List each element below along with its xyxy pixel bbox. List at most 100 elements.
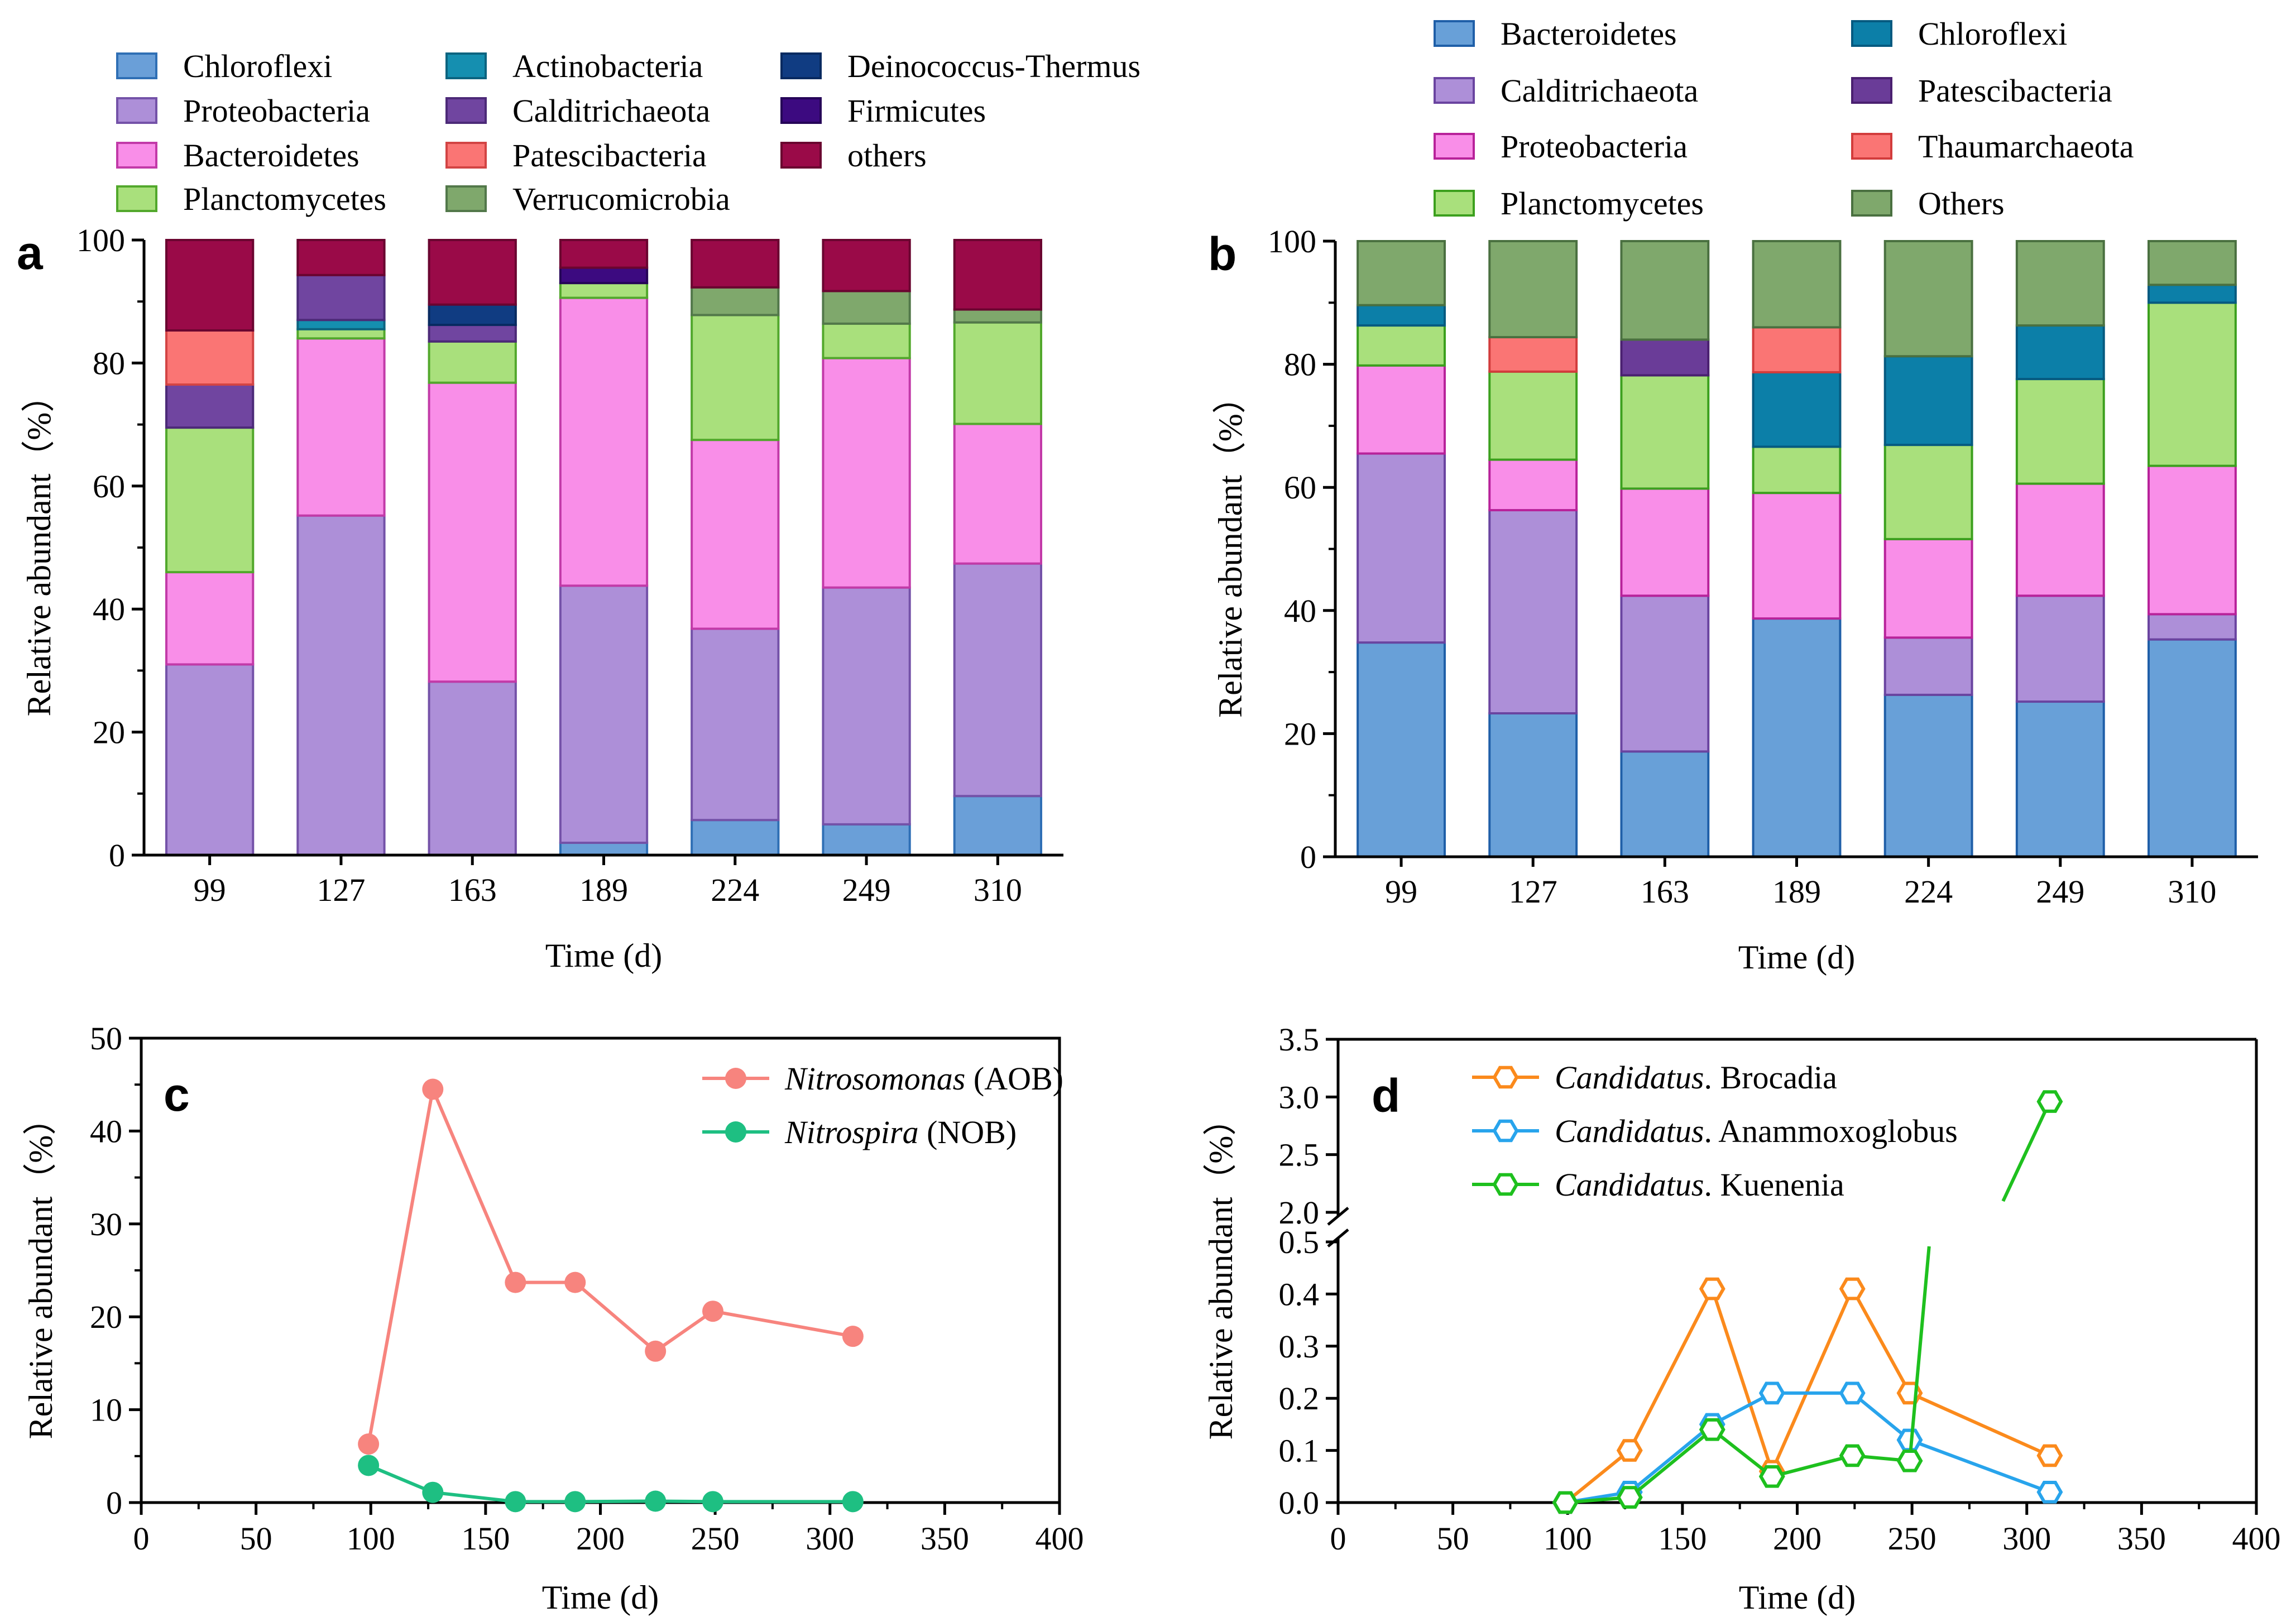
- data-point-c-0-5: [702, 1301, 724, 1322]
- x-tick-label-c-3: 150: [461, 1520, 510, 1557]
- legend-swatch-b-1: [1434, 77, 1475, 104]
- x-tick-label-d-2: 100: [1544, 1520, 1592, 1557]
- legend-label-a-10: others: [847, 137, 927, 174]
- y-tick-label-c-0: 0: [106, 1485, 122, 1521]
- data-point-d-1-3: [1758, 1381, 1785, 1405]
- panel-label-d: d: [1372, 1069, 1400, 1122]
- y-tick-label-c-1: 10: [90, 1392, 122, 1428]
- legend-label-d-1: Candidatus. Anammoxoglobus: [1555, 1113, 1958, 1149]
- x-tick-label-a-163: 163: [448, 872, 497, 908]
- y-tick-label-a-2: 40: [93, 591, 125, 627]
- legend-swatch-b-6: [1851, 133, 1892, 160]
- legend-suffix-d-0: . Brocadia: [1704, 1059, 1837, 1096]
- legend-swatch-b-0: [1434, 20, 1475, 47]
- bar-segment-a-310-3: [953, 321, 1043, 425]
- bar-segment-a-310-10: [953, 239, 1043, 311]
- bar-segment-b-224-3: [1883, 444, 1973, 540]
- legend-label-a-6: Patescibacteria: [512, 137, 707, 174]
- y-tick-label-lower-d-3: 0.3: [1279, 1328, 1320, 1365]
- x-tick-label-b-99: 99: [1385, 874, 1417, 910]
- legend-label-b-0: Bacteroidetes: [1501, 16, 1677, 52]
- legend-genus-d-0: Candidatus: [1555, 1059, 1704, 1096]
- bar-segment-a-189-2: [559, 296, 649, 587]
- bar-segment-b-127-1: [1488, 509, 1578, 715]
- axis-break-mark-upper-d: [1327, 1207, 1349, 1226]
- bar-segment-b-310-2: [2148, 464, 2237, 616]
- legend-swatch-b-5: [1851, 77, 1892, 104]
- y-axis-title-c: Relative abundant（%）: [22, 1102, 59, 1439]
- legend-swatch-a-4: [445, 52, 487, 79]
- y-tick-label-lower-d-5: 0.5: [1279, 1224, 1320, 1260]
- series-segment-d-2-5: [1908, 1246, 1931, 1461]
- bar-segment-a-163-10: [428, 239, 517, 306]
- bar-segment-b-99-3: [1356, 324, 1446, 367]
- series-segment-d-0-0: [1564, 1449, 1631, 1504]
- legend-label-a-7: Verrucomicrobia: [512, 181, 730, 217]
- bar-segment-b-163-7: [1620, 240, 1710, 341]
- legend-swatch-a-5: [445, 97, 487, 124]
- bar-segment-b-224-0: [1883, 693, 1973, 858]
- legend-label-a-2: Bacteroidetes: [183, 137, 360, 174]
- legend-label-c-1: Nitrospira (NOB): [784, 1114, 1017, 1150]
- legend-swatch-a-8: [780, 52, 822, 79]
- x-tick-label-d-8: 400: [2232, 1520, 2281, 1557]
- y-tick-label-a-4: 80: [93, 345, 125, 381]
- y-axis-title-d: Relative abundant（%）: [1202, 1102, 1239, 1440]
- y-tick-label-c-3: 30: [90, 1206, 122, 1242]
- bar-segment-b-127-7: [1488, 240, 1578, 339]
- series-segment-d-0-4: [1851, 1288, 1911, 1394]
- x-tick-label-c-4: 200: [576, 1520, 625, 1557]
- plot-frame-c: [140, 1036, 1061, 1504]
- bar-segment-a-99-10: [165, 239, 255, 332]
- x-tick-label-a-99: 99: [194, 872, 226, 908]
- legend-swatch-a-0: [116, 52, 157, 79]
- x-tick-label-c-0: 0: [133, 1520, 150, 1557]
- legend-marker-c-0: [725, 1068, 746, 1089]
- bar-segment-a-99-3: [165, 426, 255, 574]
- x-tick-label-b-310: 310: [2168, 874, 2216, 910]
- bar-segment-b-163-0: [1620, 750, 1710, 858]
- bar-segment-b-99-4: [1356, 304, 1446, 327]
- legend-label-b-7: Others: [1918, 185, 2005, 222]
- legend-swatch-a-2: [116, 142, 157, 169]
- series-segment-d-1-1: [1628, 1423, 1714, 1494]
- x-tick-label-a-127: 127: [317, 872, 365, 908]
- y-tick-label-c-4: 40: [90, 1113, 122, 1149]
- legend-label-b-3: Planctomycetes: [1501, 185, 1704, 222]
- bar-segment-b-163-3: [1620, 374, 1710, 490]
- bar-segment-a-310-7: [953, 308, 1043, 324]
- data-point-c-0-0: [358, 1433, 380, 1455]
- y-tick-label-lower-d-0: 0.0: [1279, 1485, 1320, 1521]
- axis-break-mark-lower-d: [1327, 1229, 1349, 1247]
- data-point-c-1-5: [702, 1491, 724, 1513]
- bar-segment-b-310-3: [2148, 301, 2237, 467]
- x-tick-label-c-6: 300: [806, 1520, 854, 1557]
- legend-label-b-5: Patescibacteria: [1918, 73, 2112, 109]
- bar-segment-a-127-10: [296, 239, 386, 276]
- legend-swatch-a-10: [780, 142, 822, 169]
- series-segment-d-2-3: [1771, 1454, 1853, 1479]
- series-segment-d-0-5: [1909, 1391, 2051, 1457]
- x-tick-label-d-3: 150: [1658, 1520, 1707, 1557]
- bar-segment-a-99-1: [165, 663, 255, 856]
- x-tick-label-d-7: 350: [2117, 1520, 2166, 1557]
- legend-genus-d-1: Candidatus: [1555, 1113, 1704, 1149]
- y-tick-label-upper-d-0: 2.0: [1279, 1194, 1320, 1231]
- bar-segment-b-249-4: [2015, 324, 2105, 381]
- data-point-c-1-0: [358, 1455, 380, 1476]
- legend-marker-d-1: [1492, 1119, 1519, 1143]
- data-point-d-2-5: [1896, 1450, 1923, 1472]
- bar-segment-a-189-3: [559, 282, 649, 299]
- y-tick-label-lower-d-1: 0.1: [1279, 1433, 1320, 1469]
- bar-segment-b-310-7: [2148, 240, 2237, 286]
- y-tick-label-b-0: 0: [1300, 839, 1316, 875]
- series-segment-d-0-3: [1770, 1288, 1854, 1472]
- bar-segment-b-249-2: [2015, 482, 2105, 597]
- legend-label-d-0: Candidatus. Brocadia: [1555, 1059, 1837, 1096]
- data-point-c-0-6: [842, 1326, 864, 1347]
- x-tick-label-c-8: 400: [1036, 1520, 1084, 1557]
- data-point-d-2-6: [2036, 1090, 2063, 1113]
- y-axis-title-b: Relative abundant（%）: [1212, 380, 1249, 718]
- bar-segment-a-310-0: [953, 795, 1043, 857]
- series-line-c-0: [367, 1083, 854, 1445]
